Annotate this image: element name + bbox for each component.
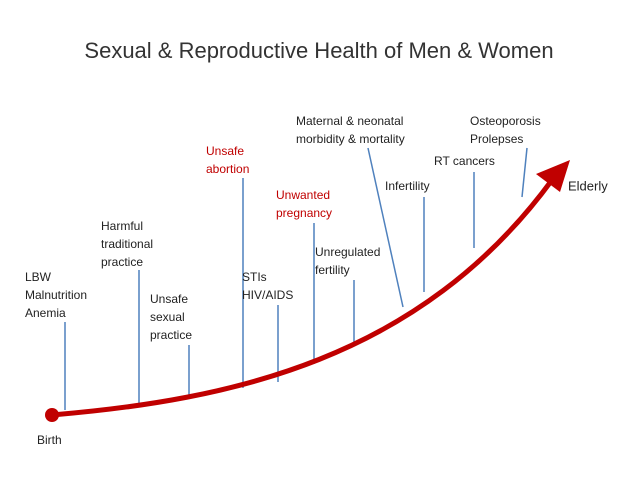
node-label: Harmful <box>101 219 143 233</box>
node-label: Unregulated <box>315 245 380 259</box>
connectors <box>64 147 528 410</box>
node-label: Unsafe <box>206 144 244 158</box>
title: Sexual & Reproductive Health of Men & Wo… <box>84 38 553 63</box>
node-label: practice <box>101 255 143 269</box>
node-label: practice <box>150 328 192 342</box>
node-label: Anemia <box>25 306 66 320</box>
node-label: Unwanted <box>276 188 330 202</box>
node-label: Osteoporosis <box>470 114 541 128</box>
node-label: Prolepses <box>470 132 523 146</box>
node-label: Unsafe <box>150 292 188 306</box>
start-label: Birth <box>37 433 62 447</box>
node-label: traditional <box>101 237 153 251</box>
life-curve <box>45 160 570 422</box>
node-label: RT cancers <box>434 154 495 168</box>
node-label: LBW <box>25 270 52 284</box>
node-label: STIs <box>242 270 267 284</box>
node-label: fertility <box>315 263 350 277</box>
node-label: Infertility <box>385 179 430 193</box>
node-label: Maternal & neonatal <box>296 114 403 128</box>
node-label: morbidity & mortality <box>296 132 405 146</box>
node-label: abortion <box>206 162 249 176</box>
node-label: HIV/AIDS <box>242 288 293 302</box>
node-label: Malnutrition <box>25 288 87 302</box>
node-label: pregnancy <box>276 206 332 220</box>
end-label: Elderly <box>568 178 608 193</box>
node-label: sexual <box>150 310 185 324</box>
